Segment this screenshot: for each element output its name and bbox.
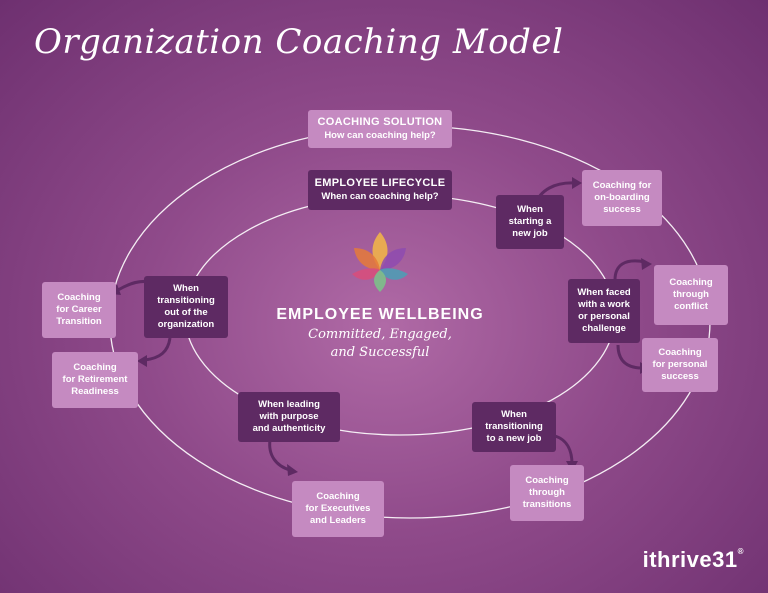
solution-label: Coaching for Retirement Readiness [62,362,128,397]
stage-label: When faced with a work or personal chall… [577,287,631,334]
stage-label: When transitioning out of the organizati… [157,283,215,330]
arrowhead-executives [287,464,298,476]
arrowhead-retirement [137,355,147,367]
stage-faced-challenge: When faced with a work or personal chall… [568,279,640,343]
solution-transitions: Coaching through transitions [510,465,584,521]
center-subtitle: Committed, Engaged, and Successful [308,327,452,360]
brand-logo: ithrive31® [643,547,744,573]
solution-label: Coaching for personal success [652,347,708,382]
solution-label: Coaching for Executives and Leaders [305,491,371,526]
solution-retirement: Coaching for Retirement Readiness [52,352,138,408]
arrow-personal [616,344,643,370]
solution-onboarding: Coaching for on-boarding success [582,170,662,226]
solution-label: Coaching through transitions [522,475,572,510]
coaching-solution-title: COACHING SOLUTION [317,116,443,129]
registered-mark: ® [737,547,744,556]
stage-transitioning-org: When transitioning out of the organizati… [144,276,228,338]
stage-transitioning-job: When transitioning to a new job [472,402,556,452]
stage-starting-new-job: When starting a new job [496,195,564,249]
arrow-retirement [144,337,172,362]
coaching-solution-subtitle: How can coaching help? [324,129,436,141]
solution-label: Coaching for on-boarding success [592,180,652,215]
arrowhead-conflict [641,258,652,270]
solution-personal: Coaching for personal success [642,338,718,392]
stage-leading: When leading with purpose and authentici… [238,392,340,442]
arrow-executives [268,439,291,472]
page-title: Organization Coaching Model [34,22,564,62]
arrowhead-onboarding [572,177,582,189]
solution-career: Coaching for Career Transition [42,282,116,338]
employee-lifecycle-box: EMPLOYEE LIFECYCLE When can coaching hel… [308,170,452,210]
arrow-transitions [554,434,574,465]
coaching-solution-box: COACHING SOLUTION How can coaching help? [308,110,452,148]
stage-label: When starting a new job [508,204,552,239]
employee-lifecycle-title: EMPLOYEE LIFECYCLE [314,177,446,190]
arrow-conflict [613,259,646,281]
brand-logo-text: ithrive31 [642,547,738,572]
stage-label: When leading with purpose and authentici… [252,399,326,434]
employee-lifecycle-subtitle: When can coaching help? [321,190,439,202]
center-title: EMPLOYEE WELLBEING [276,306,484,323]
solution-label: Coaching for Career Transition [56,292,102,327]
solution-conflict: Coaching through conflict [654,265,728,325]
stage-label: When transitioning to a new job [485,409,543,444]
solution-executives: Coaching for Executives and Leaders [292,481,384,537]
solution-label: Coaching through conflict [669,277,713,312]
lotus-icon [352,232,408,292]
